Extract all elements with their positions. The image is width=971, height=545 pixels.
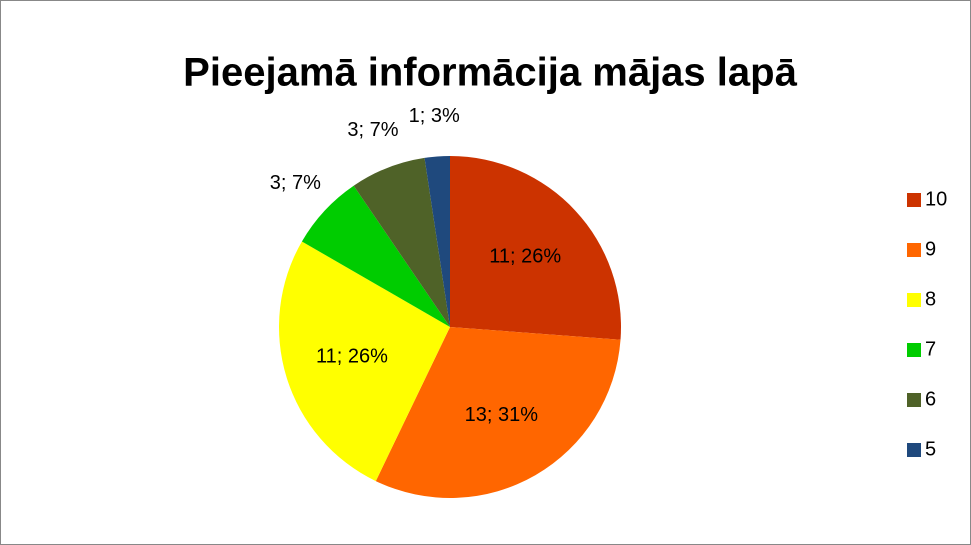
pie-slice: [375, 327, 621, 498]
legend-swatch: [907, 343, 921, 357]
legend-label: 6: [925, 388, 936, 410]
pie-slice: [353, 157, 450, 327]
data-label: 3; 7%: [270, 172, 321, 194]
legend-label: 10: [925, 188, 947, 210]
data-label: 11; 26%: [489, 245, 561, 267]
data-label: 1; 3%: [409, 105, 460, 127]
pie-slice: [301, 185, 450, 327]
data-label: 13; 31%: [465, 404, 539, 426]
legend-label: 7: [925, 338, 936, 360]
legend-swatch: [907, 193, 921, 207]
legend-label: 5: [925, 438, 936, 460]
legend-swatch: [907, 293, 921, 307]
data-label: 3; 7%: [347, 119, 398, 141]
legend-swatch: [907, 243, 921, 257]
legend-swatch: [907, 393, 921, 407]
legend-label: 9: [925, 238, 936, 260]
pie-slice: [450, 156, 621, 340]
legend-swatch: [907, 443, 921, 457]
chart-title: Pieejamā informācija mājas lapā: [183, 51, 797, 95]
pie-slice: [424, 156, 450, 327]
pie-slice: [278, 241, 450, 482]
data-label: 11; 26%: [316, 346, 388, 368]
legend-label: 8: [925, 288, 936, 310]
